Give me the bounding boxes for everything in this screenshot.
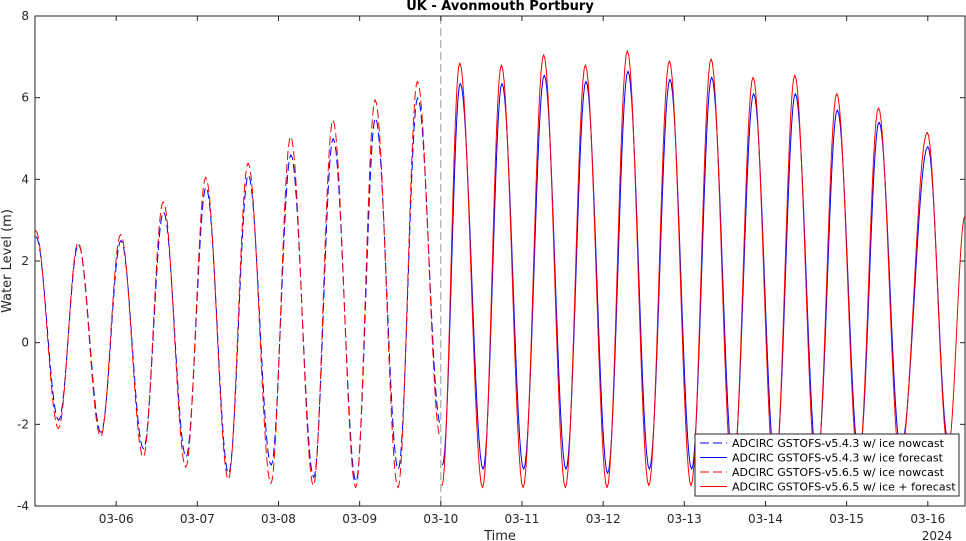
- y-tick-label: 4: [21, 172, 29, 186]
- series-layer: [35, 50, 965, 489]
- y-tick-label: 8: [21, 9, 29, 23]
- series-line-2: [442, 70, 949, 474]
- chart-title: UK - Avonmouth Portbury: [406, 0, 594, 14]
- y-axis-label: Water Level (m): [0, 209, 15, 313]
- x-tick-label: 03-15: [829, 512, 864, 526]
- x-tick-label: 03-13: [667, 512, 702, 526]
- x-tick-label: 03-11: [505, 512, 540, 526]
- x-tick-label: 03-08: [261, 512, 296, 526]
- x-tick-label: 03-16: [910, 512, 945, 526]
- x-tick-label: 03-07: [180, 512, 215, 526]
- legend-entry-1: ADCIRC GSTOFS-v5.4.3 w/ ice nowcast: [732, 437, 945, 450]
- legend-entry-2: ADCIRC GSTOFS-v5.4.3 w/ ice forecast: [732, 452, 944, 465]
- y-tick-label: 2: [21, 254, 29, 268]
- series-line-1: [35, 97, 441, 482]
- x-tick-label: 03-06: [99, 512, 134, 526]
- x-tick-label: 03-10: [423, 512, 458, 526]
- x-tick-label: 03-09: [342, 512, 377, 526]
- y-tick-label: 6: [21, 91, 29, 105]
- y-tick-label: 0: [21, 336, 29, 350]
- year-label: 2024: [922, 529, 953, 541]
- series-line-4: [441, 50, 965, 489]
- legend-entry-4: ADCIRC GSTOFS-v5.6.5 w/ ice + forecast: [732, 481, 956, 494]
- series-line-3: [35, 80, 441, 489]
- legend-entry-3: ADCIRC GSTOFS-v5.6.5 w/ ice nowcast: [732, 466, 945, 479]
- x-tick-label: 03-14: [748, 512, 783, 526]
- plot-area: [34, 15, 966, 507]
- y-tick-label: -2: [17, 417, 29, 431]
- x-axis-label: Time: [483, 529, 516, 541]
- y-tick-label: -4: [17, 499, 29, 513]
- legend-box: [694, 433, 960, 497]
- ticks-layer: 03-06 03-07 03-08 03-09 03-10 03-11 03-12 03-13…: [17, 9, 965, 526]
- legend: ADCIRC GSTOFS-v5.4.3 w/ ice nowcast ADCIR…: [694, 433, 960, 497]
- x-tick-label: 03-12: [586, 512, 621, 526]
